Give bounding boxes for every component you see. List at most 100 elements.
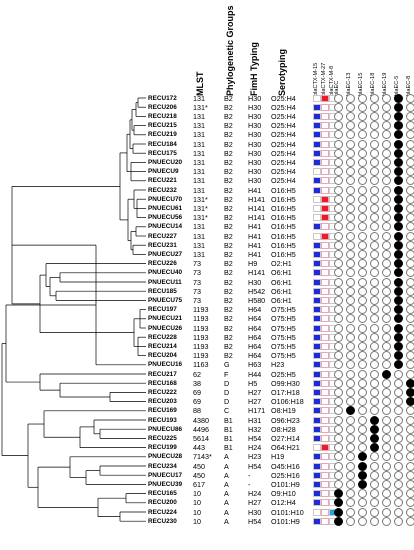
phylogroup-value: B2 [224,139,233,149]
strain-label: RECU227 [148,232,177,240]
mlst-value: 4380 [193,415,209,425]
eib-dot [334,286,343,296]
eib-dot [394,148,403,158]
table-row: RECU172 131 B2 H30 O25:H4 [0,93,414,103]
eib-dot [406,176,414,186]
eib-dot [358,268,367,278]
eib-dot [406,102,414,112]
ctx-cell [321,306,329,314]
eib-dot [358,295,367,305]
table-row: PNUECU39 617 A - O101:H9 [0,479,414,489]
fimh-value: H30 [248,121,262,131]
serotype-value: O25:H5 [271,369,296,379]
eib-dot [406,443,414,453]
eib-dot [394,277,403,287]
ctx-cell [313,232,321,240]
ctx-cell [313,425,321,433]
eib-dot [406,397,414,407]
eib-dot [346,498,355,508]
fimh-value: H30 [248,157,262,167]
eib-dot [358,433,367,443]
eib-dot [406,286,414,296]
ctx-cell [313,517,321,525]
strain-label: RECU218 [148,112,177,120]
eib-dot [382,222,391,232]
mlst-value: 69 [193,387,201,397]
serotype-value: O6:H1 [271,295,292,305]
ctx-cell [313,122,321,130]
phylogroup-value: A [224,516,229,526]
eib-dot [358,167,367,177]
mlst-value: 10 [193,516,201,526]
serotype-value: O16:H5 [271,249,296,259]
strain-label: RECU204 [148,352,177,360]
eib-dot [358,479,367,489]
fimh-value: H30 [248,176,262,186]
eib-dot [334,157,343,167]
mlst-value: 1193 [193,332,209,342]
eib-dot [406,479,414,489]
eib-dot [358,507,367,517]
eib-dot [382,498,391,508]
eib-dot [334,424,343,434]
mlst-value: 73 [193,277,201,287]
strain-label: RECU185 [148,287,177,295]
eib-dot [370,277,379,287]
ctx-cell [321,195,329,203]
eib-dot [334,167,343,177]
strain-label: RECU175 [148,149,177,157]
mlst-value: 131* [193,203,208,213]
eib-dot [370,176,379,186]
ctx-cell [313,324,321,332]
strain-label: PNUECU28 [148,453,183,461]
mlst-value: 131 [193,222,205,232]
eib-dot [406,433,414,443]
eib-dot [358,452,367,462]
serotype-value: O75:H5 [271,305,296,315]
eib-dot [370,157,379,167]
serotype-value: O101:H9 [271,479,300,489]
eib-dot [382,424,391,434]
serotype-value: O16:H5 [271,222,296,232]
mlst-value: 7143* [193,452,212,462]
strain-label: RECU214 [148,342,177,350]
table-row: RECU231 131 B2 H41 O16:H5 [0,240,414,250]
table-row: PNUECU27 131 B2 H41 O16:H5 [0,249,414,259]
mlst-value: 443 [193,443,205,453]
serotype-value: O25:H4 [271,148,296,158]
header-mlst: MLST [195,71,205,97]
eib-dot [394,507,403,517]
phylogroup-value: B1 [224,443,233,453]
ctx-cell [321,416,329,424]
eib-dot [406,148,414,158]
mlst-value: 131 [193,167,205,177]
phylogroup-value: B2 [224,323,233,333]
eib-dot [370,470,379,480]
eib-dot [394,185,403,195]
eib-dot [394,130,403,140]
phylogroup-value: C [224,406,230,416]
strain-label: PNUECU75 [148,296,183,304]
fimh-value: H44 [248,369,262,379]
serotype-value: O75:H5 [271,323,296,333]
eib-dot [406,203,414,213]
eib-dot [334,121,343,131]
table-row: RECU224 10 A H30 O101:H10 [0,507,414,517]
eib-dot [406,121,414,131]
ctx-cell [321,333,329,341]
strain-label: RECU203 [148,398,177,406]
phylogroup-value: D [224,397,230,407]
fimh-value: H41 [248,231,262,241]
strain-label: RECU197 [148,306,177,314]
serotype-value: O8:H28 [271,424,296,434]
eib-dot [358,305,367,315]
ctx-cell [313,260,321,268]
strain-label: PNUECU26 [148,324,183,332]
eib-dot [382,406,391,416]
ctx-cell [313,158,321,166]
mlst-value: 1193 [193,323,209,333]
fimh-value: H41 [248,185,262,195]
eib-dot [406,369,414,379]
fimh-value: H542 [248,286,266,296]
eib-dot [406,157,414,167]
